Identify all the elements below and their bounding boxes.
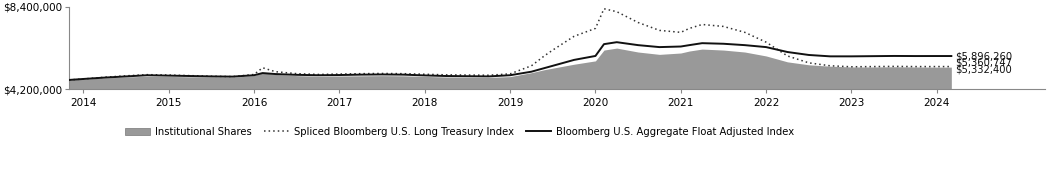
Text: $5,360,747: $5,360,747 (956, 58, 1012, 68)
Text: $5,332,400: $5,332,400 (956, 64, 1012, 74)
Legend: Institutional Shares, Spliced Bloomberg U.S. Long Treasury Index, Bloomberg U.S.: Institutional Shares, Spliced Bloomberg … (121, 123, 798, 141)
Text: $5,896,260: $5,896,260 (956, 51, 1012, 61)
